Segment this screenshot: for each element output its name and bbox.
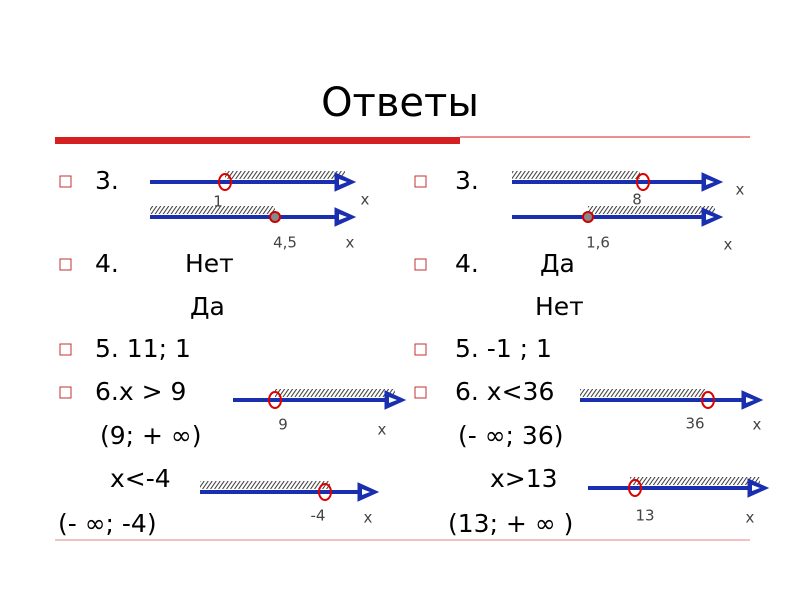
point-label: 36 — [685, 415, 704, 433]
arrow-inner — [746, 397, 754, 403]
answer-text: Да — [190, 292, 225, 321]
arrow-inner — [339, 214, 347, 220]
axis-label: x — [724, 236, 733, 254]
axis-label: x — [364, 509, 373, 527]
open-point — [636, 173, 650, 191]
title: Ответы — [321, 80, 479, 126]
bullet — [59, 175, 72, 188]
open-point — [628, 479, 642, 497]
point-label: -4 — [311, 507, 326, 525]
answer-text: x>13 — [490, 464, 558, 493]
answer-text: Да — [540, 249, 575, 278]
arrow-inner — [752, 485, 760, 491]
axis-label: x — [746, 509, 755, 527]
axis-label: x — [736, 181, 745, 199]
point-label: 4,5 — [273, 234, 297, 252]
hatch — [225, 171, 345, 179]
open-point — [318, 483, 332, 501]
open-point — [218, 173, 232, 191]
axis-label: x — [346, 234, 355, 252]
answer-text: (9; + ∞) — [100, 421, 202, 450]
point-label: 1,6 — [586, 234, 610, 252]
arrow-inner — [389, 397, 397, 403]
answer-text: 6.x > 9 — [95, 377, 186, 406]
hatch — [200, 481, 330, 489]
answer-text: (- ∞; -4) — [58, 509, 157, 538]
arrow-inner — [706, 214, 714, 220]
axis-label: x — [753, 416, 762, 434]
hatch — [580, 389, 705, 397]
answer-text: 3. — [455, 166, 479, 195]
hatch — [512, 171, 640, 179]
bullet — [59, 258, 72, 271]
point-label: 1 — [213, 193, 223, 211]
arrow-inner — [706, 179, 714, 185]
answer-text: 4. — [455, 249, 479, 278]
answer-text: Нет — [535, 292, 584, 321]
bullet — [414, 175, 427, 188]
bullet — [414, 386, 427, 399]
title-bar — [55, 137, 460, 144]
open-point — [701, 391, 715, 409]
axis-label: x — [361, 191, 370, 209]
hatch — [150, 206, 275, 214]
hatch — [588, 206, 715, 214]
closed-point — [582, 211, 594, 223]
point-label: 8 — [632, 191, 642, 209]
bullet — [414, 343, 427, 356]
answer-text: 6. x<36 — [455, 377, 554, 406]
closed-point — [269, 211, 281, 223]
answer-text: 5. 11; 1 — [95, 334, 191, 363]
hatch — [275, 389, 395, 397]
hatch — [630, 477, 760, 485]
open-point — [268, 391, 282, 409]
answer-text: 3. — [95, 166, 119, 195]
bullet — [414, 258, 427, 271]
arrow-inner — [362, 489, 370, 495]
point-label: 13 — [635, 507, 654, 525]
answer-text: x<-4 — [110, 464, 171, 493]
answer-text: 4. — [95, 249, 119, 278]
answer-text: 5. -1 ; 1 — [455, 334, 552, 363]
answer-text: (- ∞; 36) — [458, 421, 563, 450]
bullet — [59, 386, 72, 399]
bullet — [59, 343, 72, 356]
answer-text: (13; + ∞ ) — [448, 509, 573, 538]
arrow-inner — [339, 179, 347, 185]
point-label: 9 — [278, 416, 288, 434]
axis-label: x — [378, 421, 387, 439]
answer-text: Нет — [185, 249, 234, 278]
